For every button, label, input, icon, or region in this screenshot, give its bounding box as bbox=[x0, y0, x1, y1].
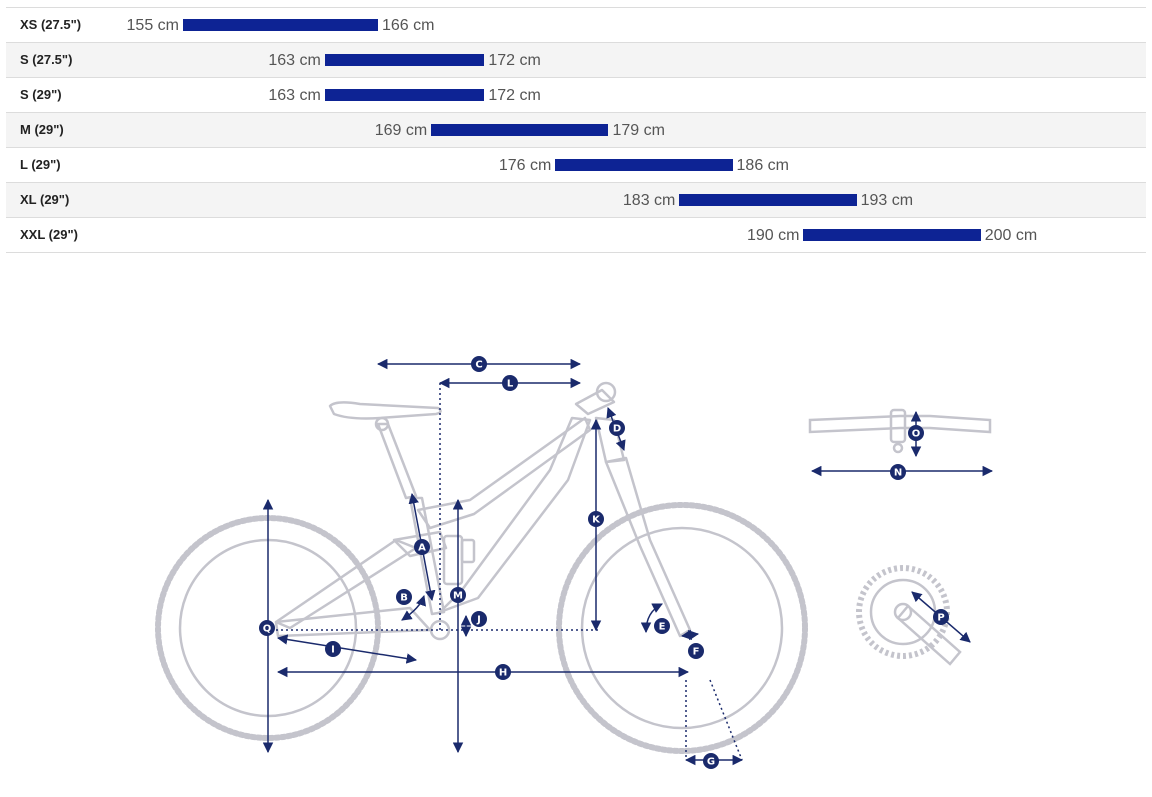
measurement-markers: A B C D E F G H I J K L M N O P Q bbox=[259, 356, 949, 769]
saddle bbox=[328, 401, 442, 420]
marker-i-circle bbox=[325, 641, 341, 657]
rear-shock bbox=[442, 534, 464, 586]
marker-q-circle bbox=[259, 620, 275, 636]
marker-b-circle bbox=[396, 589, 412, 605]
marker-e: E bbox=[659, 622, 666, 633]
max-height-label: 166 cm bbox=[382, 17, 435, 34]
marker-j: J bbox=[476, 615, 481, 626]
marker-d: D bbox=[613, 424, 621, 435]
line-b bbox=[401, 595, 426, 621]
size-row: XL (29") 183 cm 193 cm bbox=[6, 183, 1146, 218]
marker-d-circle bbox=[609, 420, 625, 436]
size-chart: XS (27.5") 155 cm 166 cm S (27.5") 163 cm 172… bbox=[6, 7, 1146, 253]
size-label: M (29") bbox=[20, 122, 64, 137]
min-height-label: 169 cm bbox=[374, 122, 428, 139]
handlebar-top-view bbox=[808, 408, 992, 454]
size-row: XS (27.5") 155 cm 166 cm bbox=[6, 8, 1146, 43]
min-height-label: 155 cm bbox=[126, 17, 179, 34]
handlebar-end bbox=[595, 381, 617, 403]
marker-m-circle bbox=[450, 587, 466, 603]
marker-l-circle bbox=[502, 375, 518, 391]
marker-c: C bbox=[475, 360, 482, 371]
size-row: L (29") 176 cm 186 cm bbox=[6, 148, 1146, 183]
height-range-bar bbox=[679, 194, 857, 206]
marker-e-circle bbox=[654, 618, 670, 634]
height-range-bar bbox=[183, 19, 378, 31]
marker-a-circle bbox=[414, 539, 430, 555]
min-height-label: 190 cm bbox=[747, 227, 800, 244]
marker-n-circle bbox=[890, 464, 906, 480]
line-e bbox=[640, 603, 663, 634]
bike-outline bbox=[155, 381, 808, 754]
marker-q: Q bbox=[263, 624, 272, 635]
size-label: XL (29") bbox=[20, 192, 70, 207]
marker-p-circle bbox=[933, 609, 949, 625]
size-label: S (27.5") bbox=[20, 52, 73, 67]
size-label: L (29") bbox=[20, 157, 61, 172]
bike-geometry-diagram: A B C D E F G H I J K L M N O P Q bbox=[155, 356, 994, 769]
fork bbox=[604, 456, 692, 638]
min-height-label: 183 cm bbox=[622, 192, 676, 209]
marker-c-circle bbox=[471, 356, 487, 372]
max-height-label: 172 cm bbox=[488, 52, 541, 69]
marker-g: G bbox=[707, 757, 715, 768]
marker-l: L bbox=[507, 379, 514, 390]
height-range-bar bbox=[803, 229, 981, 241]
down-tube bbox=[438, 416, 592, 614]
seatpost bbox=[376, 422, 418, 500]
size-row: S (27.5") 163 cm 172 cm bbox=[6, 43, 1146, 78]
marker-m: M bbox=[453, 591, 463, 602]
line-f bbox=[680, 629, 700, 641]
line-g-right bbox=[709, 679, 743, 761]
marker-n: N bbox=[894, 468, 902, 479]
crank-spindle bbox=[893, 602, 913, 622]
height-range-bar bbox=[431, 124, 609, 136]
marker-a: A bbox=[418, 543, 426, 554]
size-label: XS (27.5") bbox=[20, 17, 82, 32]
height-range-bar bbox=[324, 54, 485, 66]
marker-o: O bbox=[912, 429, 921, 440]
stem-top bbox=[889, 408, 907, 444]
height-range-bar bbox=[555, 159, 733, 171]
marker-k-circle bbox=[588, 511, 604, 527]
front-rim bbox=[580, 526, 784, 730]
min-height-label: 163 cm bbox=[268, 87, 321, 104]
stem bbox=[574, 388, 616, 416]
marker-f: F bbox=[693, 647, 700, 658]
size-label: S (29") bbox=[20, 87, 62, 102]
size-label: XXL (29") bbox=[20, 227, 78, 242]
max-height-label: 186 cm bbox=[736, 157, 789, 174]
line-i bbox=[276, 634, 418, 664]
handlebar-shape bbox=[808, 414, 992, 434]
max-height-label: 200 cm bbox=[984, 227, 1038, 244]
min-height-label: 163 cm bbox=[268, 52, 321, 69]
marker-b: B bbox=[400, 593, 408, 604]
size-row: M (29") 169 cm 179 cm bbox=[6, 113, 1146, 148]
marker-g-circle bbox=[703, 753, 719, 769]
size-row: S (29") 163 cm 172 cm bbox=[6, 78, 1146, 113]
height-range-bar bbox=[324, 89, 485, 101]
marker-j-circle bbox=[471, 611, 487, 627]
marker-p: P bbox=[937, 613, 944, 624]
min-height-label: 176 cm bbox=[498, 157, 552, 174]
marker-h: H bbox=[499, 668, 507, 679]
max-height-label: 193 cm bbox=[860, 192, 914, 209]
max-height-label: 179 cm bbox=[612, 122, 665, 139]
shock-reservoir bbox=[460, 538, 476, 564]
size-row: XXL (29") 190 cm 200 cm bbox=[6, 218, 1146, 253]
front-wheel bbox=[556, 502, 808, 754]
marker-h-circle bbox=[495, 664, 511, 680]
marker-f-circle bbox=[688, 643, 704, 659]
stem-bolt bbox=[892, 442, 904, 454]
marker-i: I bbox=[331, 645, 335, 656]
crank-arm bbox=[896, 604, 962, 666]
marker-o-circle bbox=[908, 425, 924, 441]
max-height-label: 172 cm bbox=[488, 87, 541, 104]
marker-k: K bbox=[592, 515, 601, 526]
